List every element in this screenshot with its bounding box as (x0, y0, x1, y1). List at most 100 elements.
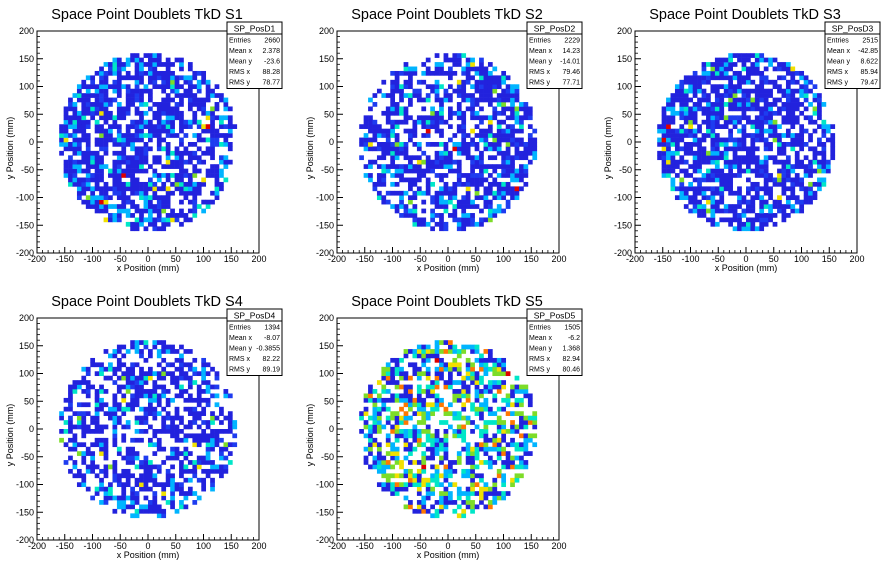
histogram-bin (143, 508, 149, 514)
histogram-bin (465, 204, 471, 209)
histogram-bin (510, 128, 515, 134)
histogram-bin (692, 115, 698, 121)
histogram-bin (156, 62, 162, 67)
histogram-bin (443, 119, 449, 125)
histogram-bin (470, 204, 475, 209)
histogram-bin (416, 155, 422, 161)
histogram-bin (156, 102, 162, 107)
histogram-bin (408, 195, 413, 201)
histogram-bin (156, 133, 162, 138)
histogram-bin (741, 159, 747, 165)
histogram-bin (187, 150, 193, 156)
histogram-bin (425, 133, 431, 138)
histogram-bin (487, 70, 493, 76)
histogram-bin (376, 424, 382, 430)
histogram-bin (759, 53, 765, 58)
histogram-bin (219, 420, 224, 425)
histogram-bin (483, 406, 489, 412)
histogram-bin (461, 93, 467, 98)
histogram-bin (108, 406, 113, 412)
histogram-bin (399, 429, 404, 434)
histogram-bin (161, 186, 167, 192)
histogram-bin (706, 79, 711, 85)
histogram-bin (456, 204, 462, 209)
histogram-bin (381, 486, 387, 492)
histogram-bin (134, 186, 140, 192)
histogram-bin (483, 357, 489, 363)
histogram-bin (210, 173, 215, 178)
histogram-bin (479, 353, 484, 359)
histogram-bin (710, 208, 716, 214)
histogram-bin (527, 451, 533, 456)
histogram-bin (456, 371, 462, 377)
histogram-bin (368, 164, 373, 169)
histogram-bin (465, 155, 471, 161)
histogram-bin (496, 97, 502, 103)
histogram-bin (152, 110, 158, 116)
x-tick-label: -150 (356, 254, 374, 264)
histogram-bin (501, 93, 507, 98)
histogram-bin (666, 124, 671, 129)
histogram-bin (692, 190, 698, 196)
histogram-bin (746, 97, 751, 103)
histogram-bin (443, 486, 449, 492)
histogram-bin (808, 190, 813, 196)
histogram-bin (719, 97, 725, 103)
histogram-bin (434, 124, 440, 129)
histogram-bin (85, 451, 91, 456)
histogram-bin (470, 66, 475, 72)
histogram-bin (799, 75, 805, 81)
histogram-bin (385, 415, 391, 421)
histogram-bin (732, 115, 738, 121)
histogram-bin (443, 491, 449, 496)
histogram-bin (134, 133, 140, 138)
histogram-bin (781, 208, 787, 214)
histogram-bin (421, 62, 427, 67)
histogram-bin (448, 491, 453, 496)
histogram-bin (134, 93, 140, 98)
histogram-bin (156, 75, 162, 81)
histogram-bin (763, 110, 769, 116)
histogram-bin (439, 119, 444, 125)
histogram-bin (514, 155, 520, 161)
histogram-bin (421, 168, 427, 174)
histogram-bin (81, 110, 87, 116)
histogram-bin (201, 199, 207, 205)
histogram-bin (227, 146, 233, 152)
histogram-bin (385, 168, 391, 174)
histogram-bin (376, 155, 382, 161)
histogram-bin (434, 199, 440, 205)
histogram-bin (425, 177, 431, 183)
histogram-bin (156, 464, 162, 470)
histogram-bin (430, 406, 435, 412)
histogram-bin (152, 380, 158, 385)
histogram-bin (688, 142, 694, 147)
histogram-bin (670, 177, 676, 183)
histogram-bin (692, 199, 698, 205)
histogram-bin (785, 155, 791, 161)
histogram-bin (72, 473, 78, 479)
histogram-bin (510, 164, 515, 169)
histogram-bin (474, 190, 480, 196)
histogram-bin (425, 155, 431, 161)
histogram-bin (183, 468, 189, 474)
histogram-bin (439, 204, 444, 209)
histogram-bin (474, 66, 480, 72)
histogram-bin (134, 66, 140, 72)
histogram-bin (81, 451, 87, 456)
histogram-bin (81, 137, 87, 143)
histogram-bin (121, 406, 127, 412)
histogram-bin (390, 375, 396, 381)
histogram-bin (134, 344, 140, 350)
histogram-bin (85, 84, 91, 90)
histogram-bin (706, 186, 711, 192)
histogram-bin (425, 57, 431, 63)
histogram-bin (363, 119, 369, 125)
histogram-bin (710, 84, 716, 90)
histogram-bin (130, 375, 135, 381)
histogram-bin (794, 79, 800, 85)
histogram-bin (710, 137, 716, 143)
histogram-bin (121, 75, 127, 81)
y-tick-label: 50 (324, 109, 334, 119)
histogram-bin (505, 442, 511, 448)
